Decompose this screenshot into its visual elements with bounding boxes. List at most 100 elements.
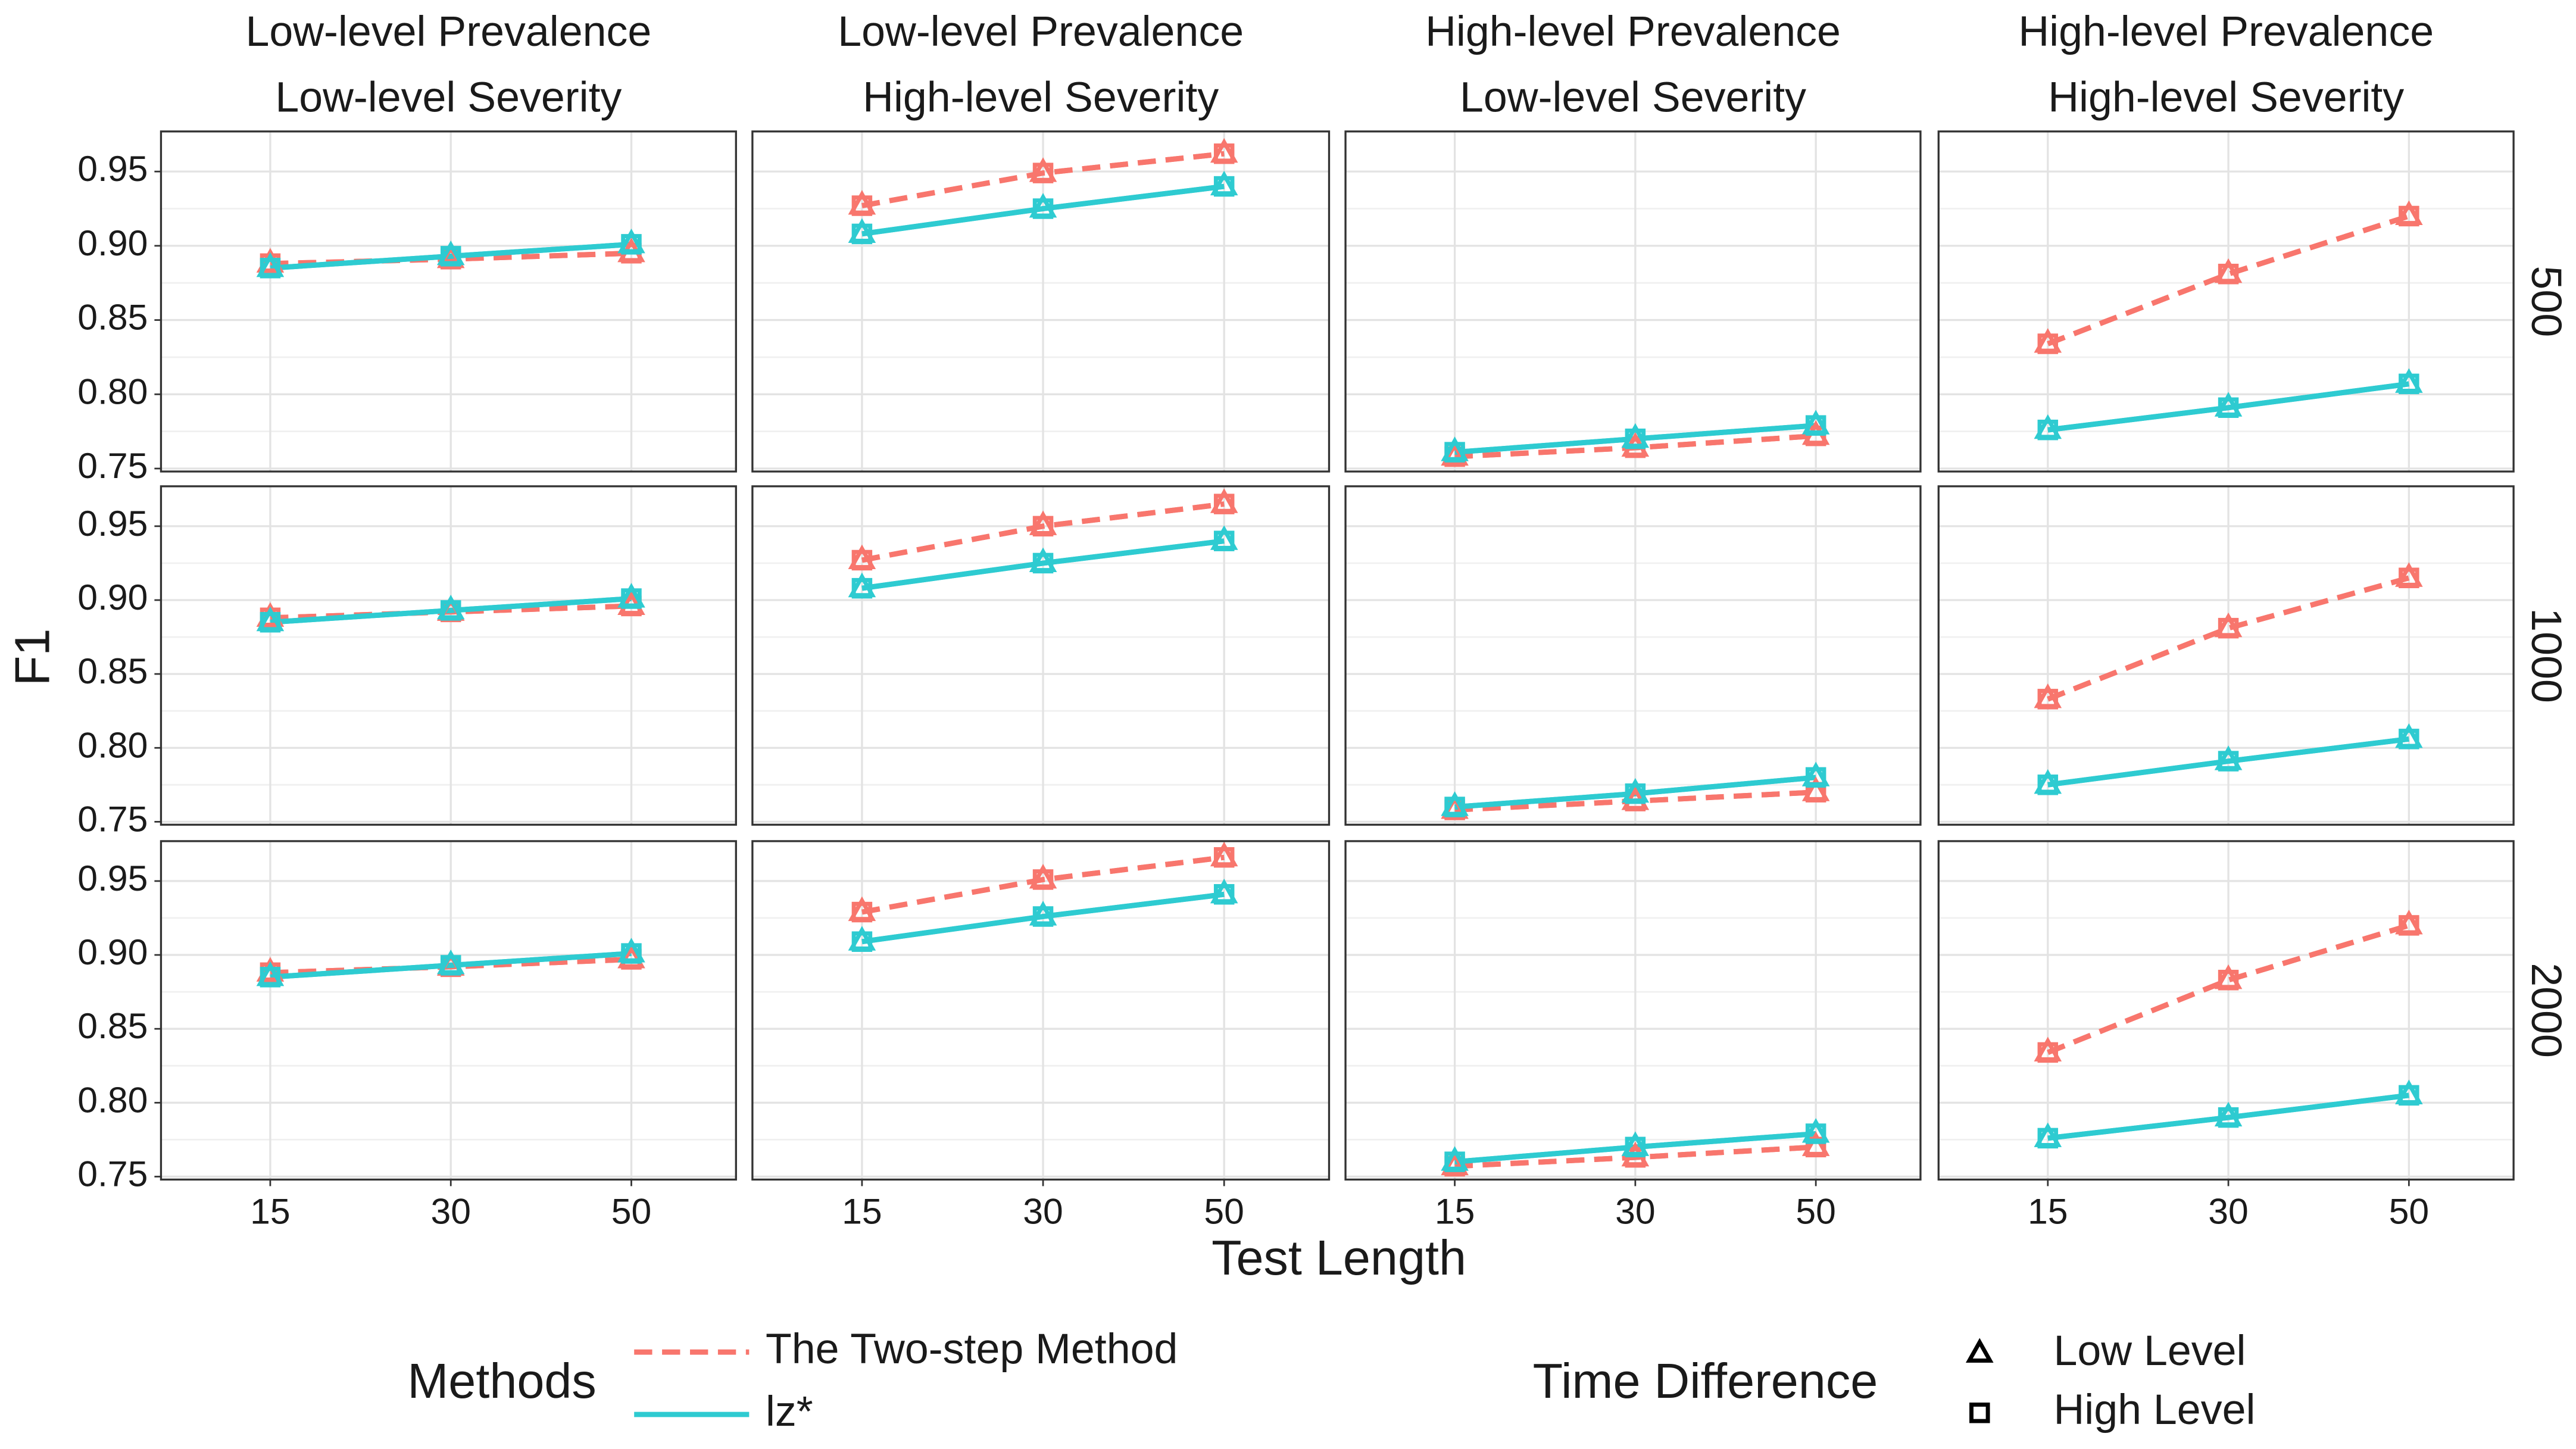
- data-point: [2399, 205, 2419, 227]
- data-point: [2218, 617, 2239, 639]
- x-tick-label: 50: [2389, 1191, 2430, 1231]
- data-point: [851, 577, 873, 599]
- data-point: [1213, 143, 1235, 164]
- column-title: Low-level Severity: [1460, 73, 1806, 121]
- series-line: [270, 241, 632, 271]
- data-point: [2218, 751, 2239, 772]
- y-tick-label: 0.80: [77, 1079, 148, 1120]
- data-point: [1625, 1136, 1646, 1158]
- panel-background: [1345, 131, 1921, 472]
- legend-label: lz*: [766, 1388, 813, 1435]
- y-tick-label: 0.90: [77, 932, 148, 972]
- series-line: [1454, 1144, 1816, 1169]
- series-line: [861, 183, 1225, 237]
- panel-border: [1344, 485, 1922, 826]
- row-label: 2000: [2522, 963, 2570, 1058]
- panel-background: [752, 841, 1329, 1180]
- data-point: [1213, 494, 1235, 514]
- series-line: [2047, 736, 2409, 788]
- y-tick-label: 0.85: [77, 651, 148, 691]
- data-point: [2218, 397, 2239, 419]
- panel-border: [751, 485, 1331, 826]
- y-tick-label: 0.95: [77, 148, 148, 189]
- data-point: [2037, 689, 2059, 710]
- y-tick-label: 0.75: [77, 798, 148, 839]
- data-point: [1805, 1123, 1826, 1144]
- x-tick-label: 30: [1023, 1191, 1063, 1231]
- panel-border: [751, 130, 1331, 473]
- data-point: [1032, 516, 1054, 537]
- data-point: [1032, 198, 1054, 219]
- data-point: [1444, 442, 1465, 463]
- data-point: [1032, 906, 1054, 927]
- data-point: [440, 955, 461, 976]
- panel-background: [1938, 841, 2514, 1180]
- data-point: [1032, 163, 1054, 183]
- panel-border: [160, 840, 737, 1181]
- series-line: [2047, 213, 2410, 346]
- column-title: High-level Prevalence: [2018, 8, 2434, 55]
- legend-key: [1965, 1338, 1994, 1363]
- series-line: [861, 538, 1225, 591]
- panel-border: [1937, 840, 2515, 1181]
- panel-border: [751, 840, 1331, 1181]
- panel-border: [160, 130, 737, 473]
- series-line: [270, 951, 632, 980]
- data-point: [851, 901, 873, 923]
- y-axis-title: F1: [5, 629, 60, 686]
- series-line: [861, 891, 1225, 945]
- legend-title: Methods: [407, 1353, 596, 1409]
- x-tick-label: 50: [1796, 1191, 1836, 1231]
- series-line: [2047, 381, 2409, 433]
- y-tick-label: 0.80: [77, 371, 148, 411]
- panel-background: [1345, 841, 1921, 1180]
- data-point: [851, 931, 873, 952]
- data-point: [2037, 333, 2059, 354]
- legend-label: The Two-step Method: [766, 1325, 1178, 1373]
- data-point: [2218, 1107, 2239, 1128]
- row-label: 1000: [2522, 608, 2570, 703]
- y-tick-label: 0.80: [77, 725, 148, 765]
- panel-background: [161, 841, 736, 1180]
- column-title: High-level Severity: [2048, 73, 2404, 121]
- data-point: [260, 258, 281, 279]
- data-point: [2399, 1085, 2419, 1106]
- y-tick-label: 0.90: [77, 577, 148, 617]
- data-point: [1032, 552, 1054, 574]
- data-point: [851, 223, 873, 245]
- column-title: High-level Severity: [863, 73, 1219, 121]
- series-line: [2047, 923, 2410, 1055]
- x-tick-label: 15: [1435, 1191, 1475, 1231]
- y-tick-label: 0.85: [77, 297, 148, 338]
- data-point: [2037, 1042, 2059, 1063]
- x-tick-label: 30: [430, 1191, 471, 1231]
- data-point: [851, 195, 873, 216]
- x-tick-label: 15: [842, 1191, 882, 1231]
- x-axis-title: Test Length: [1211, 1230, 1466, 1285]
- x-tick-label: 50: [611, 1191, 652, 1231]
- panel-background: [1345, 486, 1921, 825]
- data-point: [1444, 797, 1465, 817]
- data-point: [2037, 775, 2059, 795]
- column-title: Low-level Severity: [275, 73, 622, 121]
- series-line: [861, 854, 1225, 915]
- data-point: [1625, 1147, 1646, 1168]
- legend-label: High Level: [2053, 1386, 2255, 1434]
- data-point: [2037, 419, 2059, 441]
- data-point: [2218, 264, 2239, 285]
- panel-border: [1344, 840, 1922, 1181]
- data-point: [2399, 373, 2419, 395]
- data-point: [2399, 915, 2419, 936]
- series-line: [861, 501, 1225, 563]
- data-point: [2399, 729, 2419, 750]
- x-tick-label: 30: [2208, 1191, 2249, 1231]
- data-point: [1213, 176, 1235, 197]
- data-point: [1625, 783, 1646, 804]
- data-point: [440, 246, 461, 267]
- data-point: [621, 588, 642, 609]
- data-point: [851, 549, 873, 571]
- y-tick-label: 0.95: [77, 858, 148, 898]
- data-point: [1805, 767, 1826, 788]
